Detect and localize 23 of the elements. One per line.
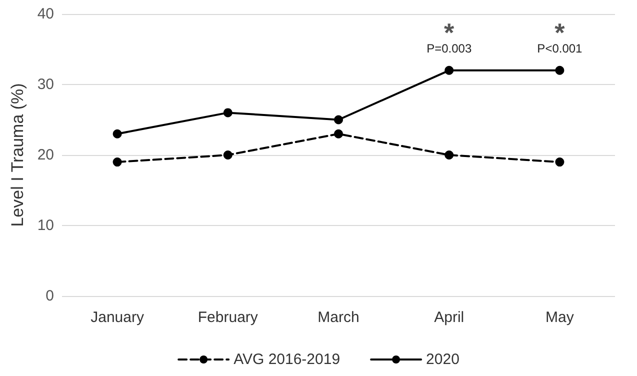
point [112,129,122,138]
y-tick-label: 30 [37,76,54,93]
point [555,158,564,167]
point [223,108,232,118]
x-tick-label: May [546,309,574,326]
x-tick-label: February [198,309,258,326]
y-tick-label: 10 [37,217,54,234]
y-tick-label: 0 [46,288,54,304]
point [112,158,122,167]
point [334,115,343,124]
point [444,150,454,160]
y-tick-label: 40 [37,6,54,22]
x-tick-label: April [434,309,464,326]
point [555,66,564,75]
y-tick-label: 20 [37,146,54,164]
x-tick-label: January [90,309,144,326]
legend-label: AVG 2016-2019 [234,351,340,368]
y-axis-title: Level I Trauma (%) [8,83,27,227]
point [223,150,232,160]
point [444,66,454,75]
point [334,129,343,138]
x-tick-label: March [318,309,360,326]
legend-label: 2020 [426,351,460,368]
